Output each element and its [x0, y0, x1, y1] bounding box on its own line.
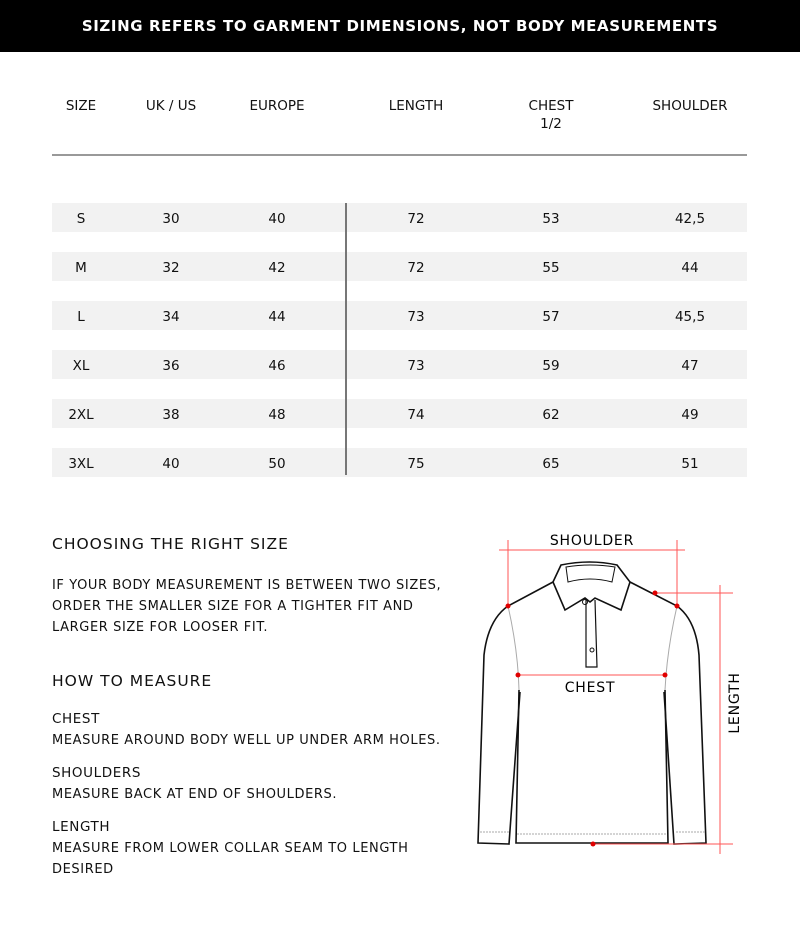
- table-cell: 75: [407, 456, 425, 472]
- table-cell: 32: [162, 260, 180, 276]
- table-cell: L: [77, 309, 85, 325]
- table-cell: 40: [162, 456, 180, 472]
- shoulders-title: SHOULDERS: [52, 765, 142, 781]
- header-divider: [52, 154, 747, 156]
- table-cell: 73: [407, 358, 425, 374]
- choosing-title: CHOOSING THE RIGHT SIZE: [52, 535, 289, 553]
- table-cell: 50: [268, 456, 286, 472]
- table-cell: 30: [162, 211, 180, 227]
- choosing-text: IF YOUR BODY MEASUREMENT IS BETWEEN TWO …: [52, 575, 441, 638]
- table-cell: 57: [542, 309, 560, 325]
- length-text: MEASURE FROM LOWER COLLAR SEAM TO LENGTH…: [52, 838, 408, 880]
- length-label: LENGTH: [727, 672, 743, 733]
- table-cell: 53: [542, 211, 560, 227]
- table-cell: 3XL: [68, 456, 94, 472]
- table-cell: 36: [162, 358, 180, 374]
- table-cell: 72: [407, 211, 425, 227]
- table-cell: 42: [268, 260, 286, 276]
- table-cell: 44: [268, 309, 286, 325]
- column-header: EUROPE: [249, 98, 305, 114]
- choosing-line: LARGER SIZE FOR LOOSER FIT.: [52, 620, 269, 635]
- table-cell: 62: [542, 407, 560, 423]
- table-row: 2XL 38 48 74 62 49: [52, 399, 747, 428]
- table-cell: 38: [162, 407, 180, 423]
- choosing-line: ORDER THE SMALLER SIZE FOR A TIGHTER FIT…: [52, 599, 414, 614]
- table-cell: 47: [681, 358, 699, 374]
- shoulders-text: MEASURE BACK AT END OF SHOULDERS.: [52, 787, 338, 802]
- shirt-diagram: SHOULDER CHEST LENGTH: [477, 533, 743, 854]
- table-cell: 65: [542, 456, 560, 472]
- column-header: SHOULDER: [652, 98, 728, 114]
- length-line: MEASURE FROM LOWER COLLAR SEAM TO LENGTH: [52, 841, 409, 856]
- length-line: DESIRED: [52, 862, 114, 877]
- table-row: M 32 42 72 55 44: [52, 252, 747, 281]
- table-cell: 48: [268, 407, 286, 423]
- measure-lines: [499, 540, 733, 854]
- measure-title: HOW TO MEASURE: [52, 672, 213, 690]
- column-header: CHEST 1/2: [528, 98, 574, 132]
- chest-label: CHEST: [565, 680, 616, 696]
- column-divider: [345, 203, 347, 475]
- table-cell: 74: [407, 407, 425, 423]
- shirt-outline: [477, 561, 707, 845]
- table-cell: XL: [72, 358, 90, 374]
- column-header: LENGTH: [388, 98, 444, 114]
- banner: SIZING REFERS TO GARMENT DIMENSIONS, NOT…: [0, 0, 800, 52]
- table-cell: M: [75, 260, 87, 276]
- table-cell: 49: [681, 407, 699, 423]
- table-cell: S: [76, 211, 86, 227]
- table-cell: 51: [681, 456, 699, 472]
- table-row: 3XL 40 50 75 65 51: [52, 448, 747, 477]
- table-cell: 73: [407, 309, 425, 325]
- choosing-line: IF YOUR BODY MEASUREMENT IS BETWEEN TWO …: [52, 578, 442, 593]
- table-cell: 34: [162, 309, 180, 325]
- shoulder-label: SHOULDER: [550, 533, 634, 549]
- length-title: LENGTH: [52, 819, 111, 835]
- table-cell: 72: [407, 260, 425, 276]
- chest-text: MEASURE AROUND BODY WELL UP UNDER ARM HO…: [52, 733, 441, 748]
- table-cell: 59: [542, 358, 560, 374]
- table-row: S 30 40 72 53 42,5: [52, 203, 747, 232]
- column-header: UK / US: [145, 98, 197, 114]
- table-cell: 45,5: [674, 309, 706, 325]
- table-cell: 42,5: [674, 211, 706, 227]
- table-cell: 55: [542, 260, 560, 276]
- table-cell: 40: [268, 211, 286, 227]
- table-row: XL 36 46 73 59 47: [52, 350, 747, 379]
- table-cell: 46: [268, 358, 286, 374]
- measure-points: [505, 590, 680, 847]
- chest-title: CHEST: [52, 711, 100, 727]
- column-header: SIZE: [65, 98, 97, 114]
- table-cell: 44: [681, 260, 699, 276]
- table-cell: 2XL: [68, 407, 94, 423]
- table-row: L 34 44 73 57 45,5: [52, 301, 747, 330]
